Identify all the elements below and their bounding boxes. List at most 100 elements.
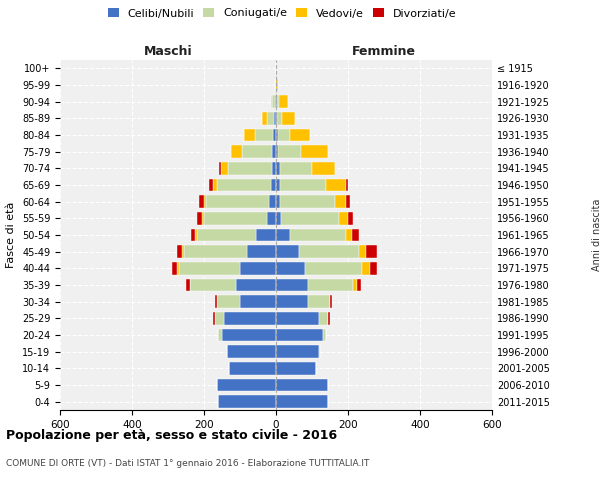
Bar — [217, 379, 276, 391]
Bar — [280, 162, 312, 174]
Bar — [273, 129, 276, 141]
Bar — [281, 212, 339, 224]
Bar — [276, 112, 277, 124]
Bar — [305, 262, 362, 274]
Bar — [276, 262, 305, 274]
Bar — [184, 246, 247, 258]
Bar — [339, 212, 348, 224]
Bar — [213, 179, 217, 192]
Bar — [352, 229, 359, 241]
Bar — [229, 362, 276, 374]
Bar — [276, 246, 299, 258]
Y-axis label: Fasce di età: Fasce di età — [7, 202, 16, 268]
Bar — [267, 212, 276, 224]
Bar — [323, 329, 326, 341]
Bar — [221, 162, 229, 174]
Bar — [346, 179, 348, 192]
Bar — [236, 279, 276, 291]
Bar — [346, 196, 350, 208]
Bar — [197, 212, 202, 224]
Bar — [177, 246, 182, 258]
Bar — [370, 262, 377, 274]
Bar — [346, 229, 352, 241]
Bar — [276, 162, 280, 174]
Bar — [269, 196, 276, 208]
Bar — [283, 112, 295, 124]
Bar — [172, 262, 177, 274]
Bar — [366, 246, 377, 258]
Bar — [276, 229, 290, 241]
Bar — [276, 179, 280, 192]
Bar — [276, 329, 323, 341]
Bar — [209, 179, 213, 192]
Bar — [276, 362, 316, 374]
Bar — [328, 312, 330, 324]
Text: Anni di nascita: Anni di nascita — [592, 199, 600, 271]
Bar — [278, 96, 287, 108]
Bar — [277, 112, 283, 124]
Bar — [359, 246, 366, 258]
Bar — [227, 346, 276, 358]
Bar — [272, 146, 276, 158]
Bar — [271, 179, 276, 192]
Bar — [240, 296, 276, 308]
Bar — [275, 96, 276, 108]
Bar — [244, 129, 255, 141]
Bar — [272, 96, 275, 108]
Bar — [218, 396, 276, 408]
Bar — [262, 112, 267, 124]
Text: Popolazione per età, sesso e stato civile - 2016: Popolazione per età, sesso e stato civil… — [6, 430, 337, 442]
Bar — [348, 212, 353, 224]
Bar — [202, 212, 204, 224]
Bar — [220, 162, 221, 174]
Bar — [213, 312, 215, 324]
Bar — [312, 162, 335, 174]
Bar — [240, 262, 276, 274]
Bar — [299, 246, 359, 258]
Bar — [276, 312, 319, 324]
Bar — [218, 329, 222, 341]
Bar — [277, 79, 278, 92]
Bar — [276, 279, 308, 291]
Bar — [276, 129, 278, 141]
Bar — [290, 129, 310, 141]
Text: COMUNE DI ORTE (VT) - Dati ISTAT 1° gennaio 2016 - Elaborazione TUTTITALIA.IT: COMUNE DI ORTE (VT) - Dati ISTAT 1° genn… — [6, 458, 370, 468]
Bar — [229, 162, 272, 174]
Bar — [308, 296, 330, 308]
Text: Maschi: Maschi — [143, 45, 193, 58]
Bar — [276, 146, 278, 158]
Bar — [217, 179, 271, 192]
Bar — [186, 279, 190, 291]
Bar — [276, 396, 328, 408]
Bar — [353, 279, 357, 291]
Bar — [277, 96, 278, 108]
Bar — [278, 146, 301, 158]
Bar — [182, 246, 184, 258]
Bar — [206, 196, 269, 208]
Bar — [247, 246, 276, 258]
Bar — [271, 96, 272, 108]
Bar — [280, 179, 326, 192]
Bar — [215, 312, 224, 324]
Bar — [308, 279, 353, 291]
Bar — [276, 346, 319, 358]
Legend: Celibi/Nubili, Coniugati/e, Vedovi/e, Divorziati/e: Celibi/Nubili, Coniugati/e, Vedovi/e, Di… — [107, 8, 457, 18]
Bar — [276, 379, 328, 391]
Bar — [290, 229, 346, 241]
Bar — [319, 312, 328, 324]
Bar — [301, 146, 328, 158]
Bar — [215, 296, 217, 308]
Bar — [224, 312, 276, 324]
Bar — [267, 112, 274, 124]
Bar — [272, 162, 276, 174]
Bar — [276, 212, 281, 224]
Bar — [217, 296, 240, 308]
Bar — [276, 296, 308, 308]
Bar — [179, 262, 240, 274]
Bar — [276, 196, 280, 208]
Bar — [177, 262, 179, 274]
Bar — [362, 262, 370, 274]
Bar — [357, 279, 361, 291]
Bar — [222, 329, 276, 341]
Bar — [326, 179, 346, 192]
